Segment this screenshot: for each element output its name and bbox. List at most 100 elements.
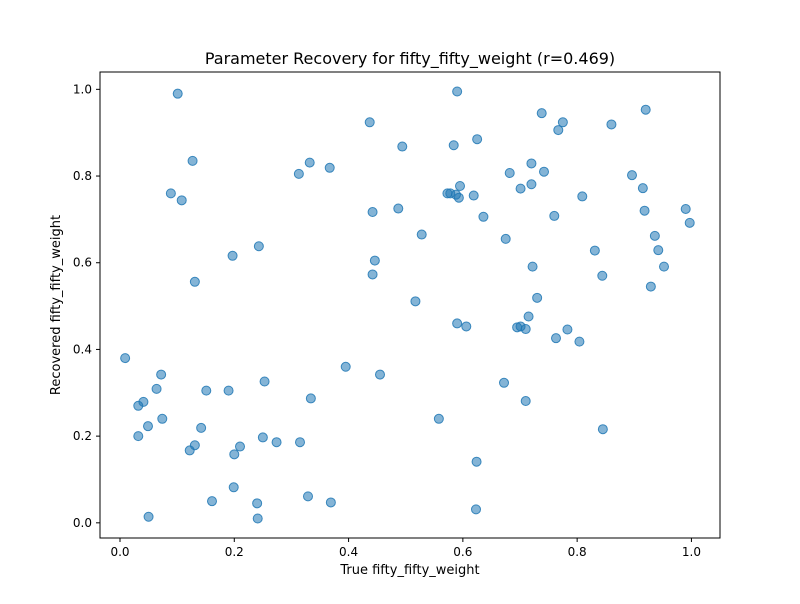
scatter-point	[304, 157, 315, 168]
scatter-point	[627, 170, 637, 181]
scatter-point	[557, 117, 568, 128]
y-tick-label: 0.6	[73, 256, 92, 270]
scatter-point	[512, 322, 523, 333]
scatter-point	[201, 385, 212, 396]
scatter-point	[549, 210, 560, 221]
scatter-point	[303, 491, 313, 502]
scatter-point	[523, 311, 534, 322]
scatter-point	[133, 400, 144, 411]
scatter-point	[252, 498, 263, 509]
scatter-point	[235, 441, 245, 452]
scatter-point	[640, 104, 651, 115]
scatter-point	[645, 281, 656, 292]
x-tick-label: 0.4	[339, 545, 358, 559]
scatter-point	[340, 361, 351, 372]
scatter-point	[472, 134, 483, 145]
scatter-point	[295, 437, 305, 448]
scatter-point	[606, 119, 617, 130]
scatter-point	[536, 108, 547, 119]
scatter-point	[367, 269, 378, 280]
scatter-point	[157, 413, 168, 424]
scatter-point	[553, 125, 564, 136]
scatter-point	[532, 292, 543, 303]
scatter-point	[562, 324, 573, 335]
scatter-point	[223, 385, 234, 396]
scatter-point	[305, 393, 316, 404]
scatter-point	[597, 270, 608, 281]
y-tick-label: 0.8	[73, 169, 92, 183]
scatter-point	[364, 117, 375, 128]
scatter-point	[499, 377, 509, 388]
scatter-point	[526, 158, 537, 169]
scatter-point	[452, 318, 463, 329]
scatter-point	[293, 168, 304, 179]
x-tick-label: 0.2	[225, 545, 244, 559]
scatter-point	[259, 376, 270, 387]
y-axis-label: Recovered fifty_fifty_weight	[49, 215, 64, 395]
scatter-point	[577, 191, 588, 202]
points-layer	[120, 86, 695, 524]
y-tick-label: 0.4	[73, 342, 92, 356]
scatter-point	[478, 211, 489, 222]
scatter-point	[471, 456, 482, 467]
scatter-point	[189, 276, 200, 287]
scatter-point	[229, 449, 240, 460]
scatter-point	[227, 250, 238, 261]
scatter-point	[500, 233, 511, 244]
scatter-point	[120, 353, 131, 364]
scatter-point	[165, 188, 176, 199]
scatter-point	[468, 190, 479, 201]
scatter-point	[597, 424, 608, 435]
scatter-point	[257, 432, 268, 443]
scatter-point	[637, 183, 648, 194]
scatter-point	[684, 217, 695, 228]
y-axis: 0.0 0.2 0.4 0.6 0.8 1.0	[73, 82, 100, 530]
scatter-point	[680, 203, 691, 214]
scatter-point	[649, 230, 660, 241]
x-tick-label: 0.0	[110, 545, 129, 559]
scatter-point	[455, 181, 465, 192]
chart-title: Parameter Recovery for fifty_fifty_weigh…	[205, 49, 615, 69]
scatter-point	[461, 321, 472, 332]
scatter-point	[574, 336, 585, 347]
scatter-point	[539, 166, 549, 177]
scatter-point	[176, 195, 187, 206]
scatter-point	[397, 141, 408, 152]
scatter-point	[253, 241, 264, 252]
scatter-point	[448, 140, 459, 151]
scatter-point	[551, 333, 561, 344]
scatter-point	[252, 513, 263, 524]
scatter-point	[433, 413, 444, 424]
scatter-point	[520, 324, 531, 335]
scatter-point	[325, 497, 336, 508]
scatter-point	[526, 179, 537, 190]
scatter-point	[143, 421, 153, 432]
scatter-point	[453, 192, 464, 203]
scatter-point	[452, 86, 463, 97]
scatter-point	[527, 261, 538, 272]
y-tick-label: 0.0	[73, 516, 92, 530]
scatter-point	[639, 205, 650, 216]
scatter-point	[471, 504, 481, 515]
scatter-point	[367, 207, 378, 218]
scatter-point	[172, 88, 183, 99]
scatter-point	[271, 437, 282, 448]
scatter-point	[196, 422, 207, 433]
x-axis: 0.0 0.2 0.4 0.6 0.8 1.0	[110, 538, 701, 559]
scatter-point	[393, 203, 404, 214]
x-tick-label: 1.0	[682, 545, 701, 559]
scatter-point	[187, 155, 198, 166]
plot-area-frame	[99, 71, 721, 539]
scatter-point	[375, 369, 385, 380]
scatter-point	[151, 383, 162, 394]
x-tick-label: 0.6	[453, 545, 472, 559]
x-axis-label: True fifty_fifty_weight	[339, 563, 479, 578]
x-tick-label: 0.8	[568, 545, 587, 559]
scatter-point	[324, 162, 335, 173]
scatter-point	[369, 255, 380, 266]
y-tick-label: 0.2	[73, 429, 92, 443]
scatter-point	[143, 511, 154, 522]
